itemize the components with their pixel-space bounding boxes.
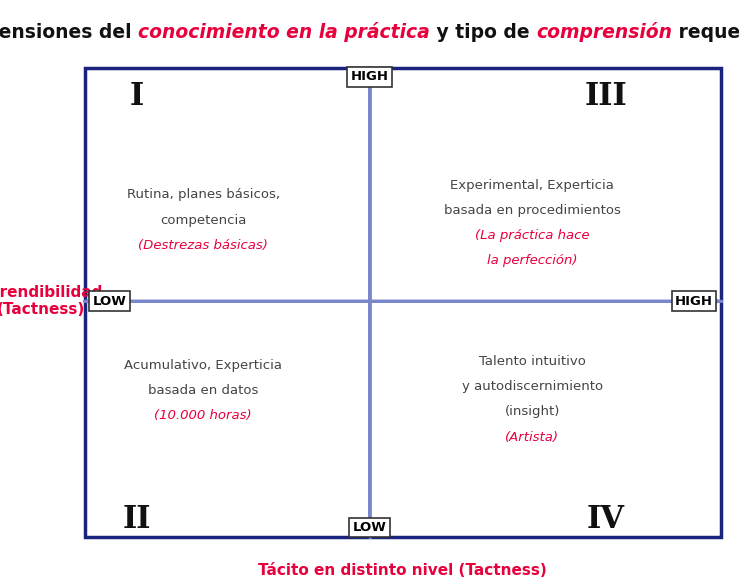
Text: comprensión: comprensión xyxy=(536,22,672,42)
Text: (La práctica hace: (La práctica hace xyxy=(475,229,589,242)
Text: Experimental, Experticia: Experimental, Experticia xyxy=(450,178,614,192)
Text: IV: IV xyxy=(587,504,625,535)
Text: III: III xyxy=(585,82,627,112)
Text: Aprendibilidad
(Tactness): Aprendibilidad (Tactness) xyxy=(0,285,103,318)
Text: basada en datos: basada en datos xyxy=(148,384,259,397)
Text: Dimensiones del: Dimensiones del xyxy=(0,23,138,42)
Text: Tácito en distinto nivel (Tactness): Tácito en distinto nivel (Tactness) xyxy=(259,563,547,578)
Text: y tipo de: y tipo de xyxy=(430,23,536,42)
Text: Talento intuitivo: Talento intuitivo xyxy=(479,355,585,368)
Text: (insight): (insight) xyxy=(505,405,559,419)
Text: HIGH: HIGH xyxy=(350,70,389,83)
Text: y autodiscernimiento: y autodiscernimiento xyxy=(462,380,602,393)
Text: requerida: requerida xyxy=(672,23,739,42)
Text: LOW: LOW xyxy=(92,295,126,308)
Bar xyxy=(85,68,721,537)
Text: basada en procedimientos: basada en procedimientos xyxy=(443,204,621,217)
Text: (Artista): (Artista) xyxy=(505,430,559,444)
Text: (10.000 horas): (10.000 horas) xyxy=(154,409,252,422)
Text: LOW: LOW xyxy=(353,521,386,534)
Text: I: I xyxy=(129,82,144,112)
Text: (Destrezas básicas): (Destrezas básicas) xyxy=(138,239,268,252)
Text: competencia: competencia xyxy=(160,214,246,227)
Text: la perfección): la perfección) xyxy=(487,254,577,268)
Text: HIGH: HIGH xyxy=(675,295,713,308)
Text: Rutina, planes básicos,: Rutina, planes básicos, xyxy=(126,188,280,201)
Text: II: II xyxy=(123,504,151,535)
Text: Acumulativo, Experticia: Acumulativo, Experticia xyxy=(124,359,282,372)
Text: conocimiento en la práctica: conocimiento en la práctica xyxy=(138,22,430,42)
